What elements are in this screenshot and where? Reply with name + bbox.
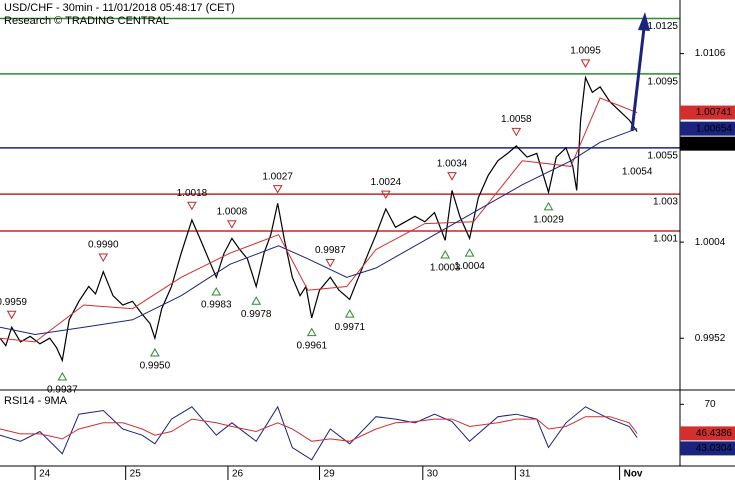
high-marker [6,310,17,320]
high-marker [272,185,283,194]
forecast-arrowhead [638,12,650,31]
price-tag [680,426,735,441]
note-label: 1.0054 [622,166,653,177]
y-tick-label: 1.0106 [695,48,726,59]
high-label: 1.0034 [437,158,468,169]
high-label: 0.9959 [0,297,27,308]
level-label: 1.0125 [647,21,678,32]
x-tick-label: 26 [232,469,244,480]
price-tag [680,105,735,120]
price-tag-label: 1.00741 [696,107,733,118]
high-marker [511,127,522,137]
high-marker [447,172,457,181]
chart-title: USD/CHF - 30min - 11/01/2018 05:48:17 (C… [4,2,235,14]
high-label: 0.9987 [315,245,346,256]
forecast-arrow [630,27,646,132]
high-label: 1.0027 [262,171,293,182]
x-tick-label: 24 [39,469,51,480]
low-label: 1.0003 [430,263,461,274]
price-tag [680,441,735,456]
low-marker [306,327,317,337]
x-tick-label: 31 [519,469,531,480]
level-label: 1.0095 [647,77,678,88]
low-label: 0.9971 [334,322,365,333]
price-tag [680,121,735,136]
high-label: 1.0058 [501,114,532,125]
series-line [0,416,638,442]
level-label: 1.0055 [647,151,678,162]
high-marker [187,201,197,211]
high-marker [380,190,391,200]
low-marker [440,249,451,259]
low-marker [251,296,262,305]
low-marker [344,309,355,318]
grid-layer: 1.0106 1.0004 0.9952 24 25 26 29 30 31 Nov 1.0125 1… [0,17,726,480]
low-marker [211,286,222,296]
tag-layer: 1.00741 1.00654 1.00638 46.4386 43.0304 [680,105,735,456]
x-tick-label: Nov [624,469,643,480]
y-tick-label: 1.0004 [695,237,726,248]
high-marker [98,253,109,263]
x-tick-label: 30 [427,469,439,480]
x-tick-label: 25 [130,469,142,480]
price-tag-label: 1.00654 [696,123,733,134]
y-tick-label: 0.9952 [695,333,726,344]
high-label: 1.0095 [570,46,601,57]
low-label: 1.0004 [454,261,485,272]
high-label: 1.0024 [370,177,401,188]
low-marker [464,248,475,257]
low-marker [543,201,554,211]
level-label: 1.003 [653,197,678,208]
low-label: 0.9983 [201,300,232,311]
y-tick-label: 70 [704,399,716,410]
high-label: 1.0008 [217,206,248,217]
chart-subtitle: Research © TRADING CENTRAL [4,15,169,27]
low-label: 0.9961 [296,340,327,351]
low-marker [150,347,160,357]
high-marker [580,59,591,68]
price-tag-label: 46.4386 [696,428,733,439]
plot-layer: 0.99590.99370.99900.99501.00180.99831.00… [0,46,653,461]
series-line [0,128,638,336]
low-label: 0.9950 [140,361,171,372]
price-tag-label: 1.00638 [696,138,733,149]
high-marker [325,259,336,268]
low-label: 1.0029 [533,215,564,226]
level-label: 1.001 [653,234,678,245]
rsi-title: RSI14 - 9MA [4,395,68,407]
series-line [0,97,638,343]
price-tag-label: 43.0304 [696,443,733,454]
low-label: 0.9978 [241,309,272,320]
low-marker [57,371,68,381]
high-marker [227,220,237,229]
high-label: 1.0018 [177,188,208,199]
series-line [0,405,638,461]
x-tick-label: 29 [324,469,336,480]
price-tag [680,136,735,151]
high-label: 0.9990 [88,240,119,251]
